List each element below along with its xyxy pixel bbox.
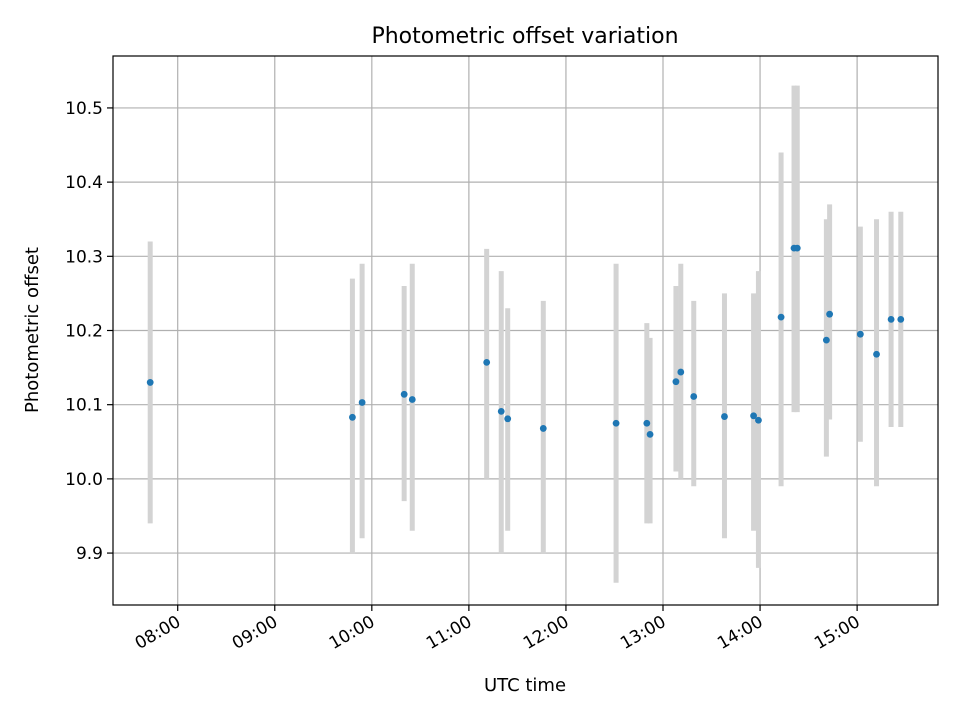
data-point bbox=[822, 336, 830, 344]
data-point bbox=[721, 413, 728, 420]
chart-title: Photometric offset variation bbox=[371, 24, 678, 49]
y-tick-label: 10.1 bbox=[65, 396, 103, 416]
data-point bbox=[504, 415, 512, 423]
data-point bbox=[497, 407, 505, 415]
y-tick-label: 10.0 bbox=[65, 470, 103, 490]
data-point bbox=[690, 393, 698, 400]
data-point bbox=[873, 350, 880, 358]
y-tick-label: 10.5 bbox=[65, 99, 103, 119]
data-point bbox=[672, 378, 680, 386]
data-point bbox=[887, 315, 895, 323]
y-tick-label: 10.3 bbox=[65, 247, 103, 267]
y-tick-label: 9.9 bbox=[76, 544, 103, 564]
data-point bbox=[646, 430, 654, 438]
data-point bbox=[349, 413, 356, 421]
data-point bbox=[677, 368, 685, 376]
data-point bbox=[856, 330, 864, 338]
data-points bbox=[146, 244, 905, 438]
data-point bbox=[146, 379, 154, 386]
data-point bbox=[777, 313, 785, 321]
data-point bbox=[643, 419, 651, 427]
data-point bbox=[755, 416, 762, 424]
data-point bbox=[539, 425, 547, 432]
grid bbox=[113, 56, 938, 605]
data-point bbox=[358, 399, 366, 406]
data-point bbox=[483, 359, 491, 366]
data-point bbox=[750, 412, 757, 420]
data-point bbox=[612, 419, 620, 427]
data-point bbox=[408, 396, 416, 403]
x-axis-label: UTC time bbox=[484, 675, 566, 696]
y-axis-label: Photometric offset bbox=[22, 247, 43, 413]
y-tick-label: 10.4 bbox=[65, 173, 103, 193]
y-axis: 9.9 10.0 10.1 10.2 10.3 10.4 10.5 bbox=[65, 99, 113, 564]
data-point bbox=[897, 315, 905, 323]
data-point bbox=[826, 310, 834, 318]
data-point bbox=[793, 244, 801, 252]
data-point bbox=[400, 390, 408, 398]
y-tick-label: 10.2 bbox=[65, 322, 103, 342]
